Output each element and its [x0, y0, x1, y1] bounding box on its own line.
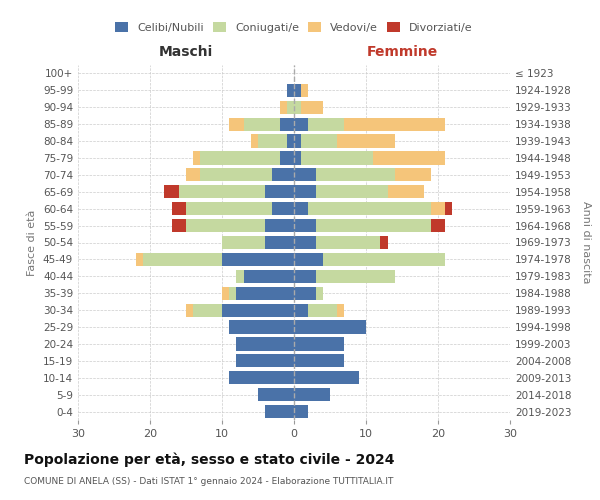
Bar — [294, 286, 316, 300]
Bar — [294, 338, 344, 350]
Bar — [244, 270, 294, 283]
Bar — [172, 202, 186, 215]
Bar — [236, 270, 244, 283]
Text: Maschi: Maschi — [159, 46, 213, 60]
Bar — [316, 219, 431, 232]
Bar — [388, 185, 424, 198]
Bar — [308, 202, 431, 215]
Text: Popolazione per età, sesso e stato civile - 2024: Popolazione per età, sesso e stato civil… — [24, 452, 395, 467]
Bar — [186, 304, 193, 316]
Bar — [265, 185, 294, 198]
Bar — [229, 286, 236, 300]
Y-axis label: Fasce di età: Fasce di età — [28, 210, 37, 276]
Bar — [200, 152, 280, 164]
Bar — [316, 270, 395, 283]
Bar — [308, 304, 337, 316]
Bar — [265, 236, 294, 249]
Y-axis label: Anni di nascita: Anni di nascita — [581, 201, 591, 284]
Bar — [316, 168, 395, 181]
Bar — [258, 134, 287, 147]
Bar — [229, 371, 294, 384]
Bar — [294, 100, 301, 114]
Bar — [236, 338, 294, 350]
Bar — [294, 185, 316, 198]
Bar — [200, 168, 272, 181]
Bar — [272, 202, 294, 215]
Bar — [294, 354, 344, 368]
Bar — [294, 236, 316, 249]
Bar — [287, 100, 294, 114]
Bar — [294, 134, 301, 147]
Bar — [294, 371, 359, 384]
Bar — [294, 253, 323, 266]
Bar — [222, 286, 229, 300]
Bar — [186, 219, 265, 232]
Bar — [280, 100, 287, 114]
Bar — [294, 202, 308, 215]
Bar — [294, 388, 330, 401]
Bar — [316, 236, 380, 249]
Bar — [445, 202, 452, 215]
Bar — [308, 118, 344, 131]
Bar — [316, 286, 323, 300]
Bar — [186, 202, 272, 215]
Legend: Celibi/Nubili, Coniugati/e, Vedovi/e, Divorziati/e: Celibi/Nubili, Coniugati/e, Vedovi/e, Di… — [111, 18, 477, 37]
Bar — [294, 152, 301, 164]
Bar — [344, 118, 445, 131]
Bar — [287, 84, 294, 97]
Bar — [323, 253, 445, 266]
Bar — [236, 286, 294, 300]
Bar — [431, 202, 445, 215]
Bar — [143, 253, 222, 266]
Bar — [280, 118, 294, 131]
Bar — [294, 320, 366, 334]
Bar — [236, 354, 294, 368]
Bar — [380, 236, 388, 249]
Bar — [229, 118, 244, 131]
Bar — [301, 100, 323, 114]
Bar — [431, 219, 445, 232]
Bar — [373, 152, 445, 164]
Bar — [258, 388, 294, 401]
Bar — [301, 152, 373, 164]
Bar — [193, 304, 222, 316]
Bar — [251, 134, 258, 147]
Bar — [294, 405, 308, 418]
Bar — [222, 304, 294, 316]
Bar — [294, 84, 301, 97]
Bar — [337, 304, 344, 316]
Bar — [244, 118, 280, 131]
Bar — [222, 236, 265, 249]
Bar — [172, 219, 186, 232]
Bar — [193, 152, 200, 164]
Bar — [294, 118, 308, 131]
Text: COMUNE DI ANELA (SS) - Dati ISTAT 1° gennaio 2024 - Elaborazione TUTTITALIA.IT: COMUNE DI ANELA (SS) - Dati ISTAT 1° gen… — [24, 478, 394, 486]
Bar — [179, 185, 265, 198]
Bar — [164, 185, 179, 198]
Bar — [294, 168, 316, 181]
Bar — [280, 152, 294, 164]
Bar — [265, 405, 294, 418]
Text: Femmine: Femmine — [367, 46, 437, 60]
Bar — [265, 219, 294, 232]
Bar — [287, 134, 294, 147]
Bar — [186, 168, 200, 181]
Bar — [294, 219, 316, 232]
Bar — [337, 134, 395, 147]
Bar — [316, 185, 388, 198]
Bar — [222, 253, 294, 266]
Bar — [229, 320, 294, 334]
Bar — [294, 304, 308, 316]
Bar — [136, 253, 143, 266]
Bar — [395, 168, 431, 181]
Bar — [301, 134, 337, 147]
Bar — [294, 270, 316, 283]
Bar — [272, 168, 294, 181]
Bar — [301, 84, 308, 97]
